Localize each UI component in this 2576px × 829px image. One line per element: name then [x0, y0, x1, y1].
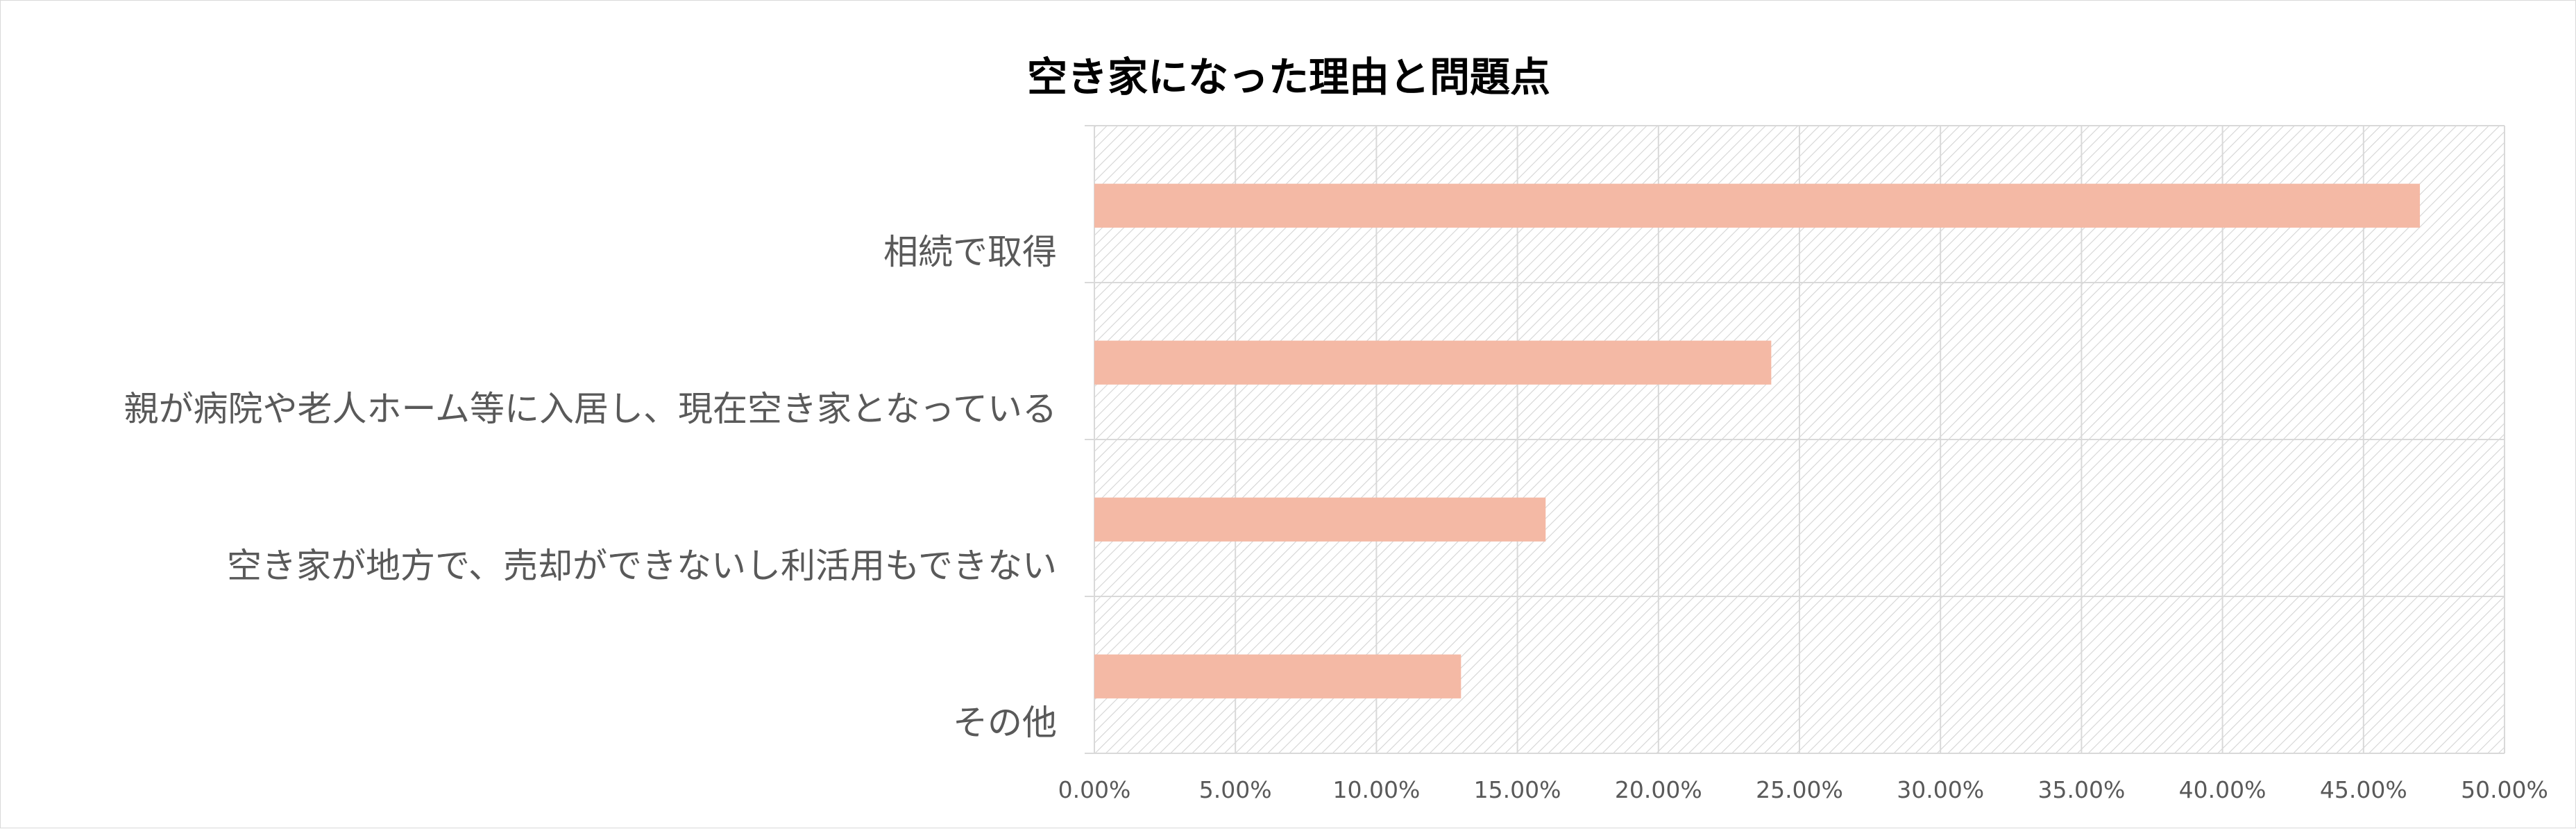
- x-tick-label: 15.00%: [1474, 776, 1561, 803]
- category-labels: 相続で取得親が病院や老人ホーム等に入居し、現在空き家となっている空き家が地方で、…: [124, 232, 1058, 743]
- x-tick-label: 40.00%: [2179, 776, 2266, 803]
- x-tick-label: 50.00%: [2461, 776, 2548, 803]
- x-tick-label: 5.00%: [1199, 776, 1272, 803]
- x-tick-label: 25.00%: [1756, 776, 1843, 803]
- x-tick-label: 10.00%: [1332, 776, 1420, 803]
- x-axis-tick-labels: 0.00% 5.00% 10.00% 15.00% 20.00% 25.00% 30.00%…: [1058, 776, 2548, 803]
- x-tick-label: 30.00%: [1897, 776, 1984, 803]
- bar: [1094, 183, 2421, 228]
- bar: [1094, 497, 1546, 542]
- category-label: 親が病院や老人ホーム等に入居し、現在空き家となっている: [124, 389, 1058, 429]
- gridlines: [1085, 125, 2505, 754]
- category-label: 空き家が地方で、売却ができないし利活用もできない: [227, 546, 1057, 586]
- bars: [1094, 183, 2421, 698]
- x-tick-label: 35.00%: [2037, 776, 2125, 803]
- bar: [1094, 654, 1461, 698]
- chart-title: 空き家になった理由と問題点: [1027, 53, 1550, 101]
- x-tick-label: 0.00%: [1058, 776, 1131, 803]
- x-tick-label: 20.00%: [1615, 776, 1702, 803]
- bar: [1094, 340, 1772, 385]
- category-label: 相続で取得: [883, 232, 1057, 272]
- category-label: その他: [953, 703, 1057, 743]
- x-tick-label: 45.00%: [2320, 776, 2407, 803]
